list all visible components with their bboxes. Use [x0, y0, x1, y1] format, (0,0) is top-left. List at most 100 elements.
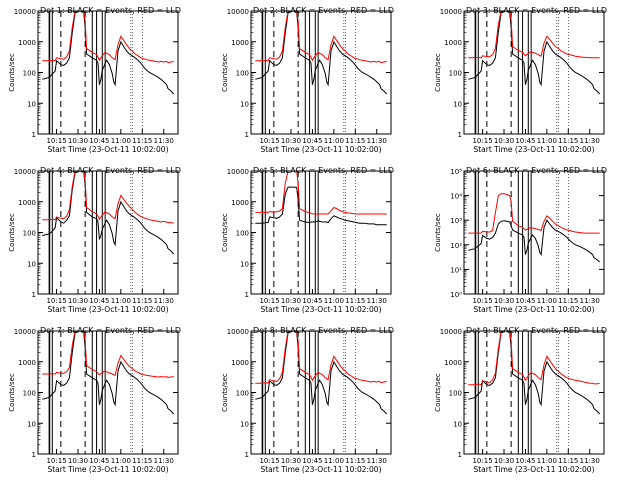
x-tick-label: 10:15	[472, 297, 492, 305]
y-tick-label: 10	[27, 420, 36, 428]
panel-title: Det 4: BLACK = Events, RED = LLD	[40, 166, 181, 175]
y-tick-label: 1000	[18, 359, 36, 367]
x-tick-label: 11:30	[154, 297, 174, 305]
x-tick-label: 10:15	[46, 137, 66, 145]
x-axis-label: Start Time (23-Oct-11 10:02:00)	[47, 465, 168, 474]
y-tick-label: 1	[32, 291, 36, 299]
x-axis-label: Start Time (23-Oct-11 10:02:00)	[260, 465, 381, 474]
y-axis-label: Counts/sec	[434, 53, 442, 92]
y-tick-label: 100	[236, 70, 249, 78]
x-tick-label: 11:30	[580, 137, 600, 145]
y-tick-label: 100	[23, 390, 36, 398]
y-tick-label: 100	[236, 390, 249, 398]
x-tick-label: 11:00	[324, 137, 344, 145]
x-tick-label: 10:45	[89, 297, 109, 305]
x-tick-label: 11:15	[345, 457, 365, 465]
x-axis-label: Start Time (23-Oct-11 10:02:00)	[260, 145, 381, 154]
detector-panel-1: 1 10 100 1000 10000 10:15 10:30 10:45 11:00 11:15…	[8, 6, 181, 154]
x-axis-label: Start Time (23-Oct-11 10:02:00)	[260, 305, 381, 314]
lld-series-line	[255, 11, 387, 64]
x-tick-label: 11:15	[558, 457, 578, 465]
events-series-line	[42, 171, 175, 255]
y-tick-label: 10	[27, 100, 36, 108]
y-tick-label: 10⁰	[450, 291, 462, 299]
y-tick-label: 1000	[444, 39, 462, 47]
lld-series-line	[42, 11, 174, 64]
y-tick-label: 100	[236, 230, 249, 238]
events-series-line	[468, 219, 601, 263]
lld-series-line	[468, 193, 600, 234]
x-tick-label: 11:15	[132, 137, 152, 145]
plot-frame	[37, 10, 179, 135]
x-tick-label: 10:45	[302, 457, 322, 465]
lld-series-line	[468, 331, 600, 386]
x-tick-label: 10:30	[494, 297, 514, 305]
x-tick-label: 11:15	[558, 297, 578, 305]
panel-title: Det 2: BLACK = Events, RED = LLD	[253, 6, 394, 15]
detector-panel-3: 1 10 100 1000 10000 10:15 10:30 10:45 11:00 11:15…	[434, 6, 607, 154]
y-tick-label: 10¹	[450, 266, 462, 274]
x-tick-label: 11:00	[324, 297, 344, 305]
x-tick-label: 10:15	[259, 457, 279, 465]
x-tick-label: 11:00	[537, 457, 557, 465]
y-tick-label: 1	[32, 451, 36, 459]
x-axis-label: Start Time (23-Oct-11 10:02:00)	[47, 305, 168, 314]
events-series-line	[468, 11, 601, 95]
x-tick-label: 11:00	[111, 137, 131, 145]
x-tick-label: 10:45	[302, 137, 322, 145]
y-tick-label: 100	[449, 70, 462, 78]
x-tick-label: 11:00	[537, 137, 557, 145]
y-tick-label: 10000	[14, 328, 36, 336]
events-series-line	[42, 331, 175, 415]
y-tick-label: 1	[245, 131, 249, 139]
plot-frame	[250, 170, 392, 295]
y-tick-label: 10⁵	[450, 168, 462, 176]
y-tick-label: 10000	[440, 8, 462, 16]
y-tick-label: 10	[240, 260, 249, 268]
y-tick-label: 100	[23, 230, 36, 238]
y-tick-label: 10000	[227, 168, 249, 176]
plot-frame	[37, 170, 179, 295]
y-tick-label: 1000	[231, 359, 249, 367]
y-tick-label: 1	[245, 291, 249, 299]
x-tick-label: 10:15	[259, 137, 279, 145]
x-tick-label: 10:15	[259, 297, 279, 305]
x-axis-label: Start Time (23-Oct-11 10:02:00)	[473, 305, 594, 314]
x-tick-label: 10:30	[281, 137, 301, 145]
x-tick-label: 11:00	[324, 457, 344, 465]
x-tick-label: 11:15	[132, 297, 152, 305]
y-tick-label: 1000	[444, 359, 462, 367]
x-tick-label: 11:30	[154, 137, 174, 145]
y-tick-label: 10²	[450, 242, 462, 250]
y-axis-label: Counts/sec	[434, 373, 442, 412]
y-tick-label: 100	[23, 70, 36, 78]
y-tick-label: 10000	[227, 8, 249, 16]
panel-title: Det 7: BLACK = Events, RED = LLD	[40, 326, 181, 335]
x-tick-label: 10:30	[68, 457, 88, 465]
panel-title: Det 5: BLACK = Events, RED = LLD	[253, 166, 394, 175]
events-series-line	[468, 331, 601, 415]
lld-series-line	[42, 331, 174, 378]
x-tick-label: 10:45	[515, 137, 535, 145]
y-tick-label: 10	[453, 420, 462, 428]
x-tick-label: 11:00	[111, 457, 131, 465]
x-tick-label: 11:30	[367, 297, 387, 305]
plot-frame	[250, 10, 392, 135]
y-tick-label: 10	[27, 260, 36, 268]
x-tick-label: 10:30	[281, 297, 301, 305]
panel-title: Det 9: BLACK = Events, RED = LLD	[466, 326, 607, 335]
x-tick-label: 10:15	[472, 137, 492, 145]
x-axis-label: Start Time (23-Oct-11 10:02:00)	[473, 145, 594, 154]
x-axis-label: Start Time (23-Oct-11 10:02:00)	[473, 465, 594, 474]
y-tick-label: 10000	[14, 8, 36, 16]
lld-series-line	[255, 171, 387, 215]
x-tick-label: 11:15	[345, 137, 365, 145]
y-tick-label: 10⁴	[450, 193, 462, 201]
x-tick-label: 11:30	[154, 457, 174, 465]
x-tick-label: 10:30	[494, 137, 514, 145]
x-tick-label: 11:15	[558, 137, 578, 145]
y-tick-label: 10	[240, 420, 249, 428]
panel-title: Det 8: BLACK = Events, RED = LLD	[253, 326, 394, 335]
x-tick-label: 10:30	[68, 297, 88, 305]
